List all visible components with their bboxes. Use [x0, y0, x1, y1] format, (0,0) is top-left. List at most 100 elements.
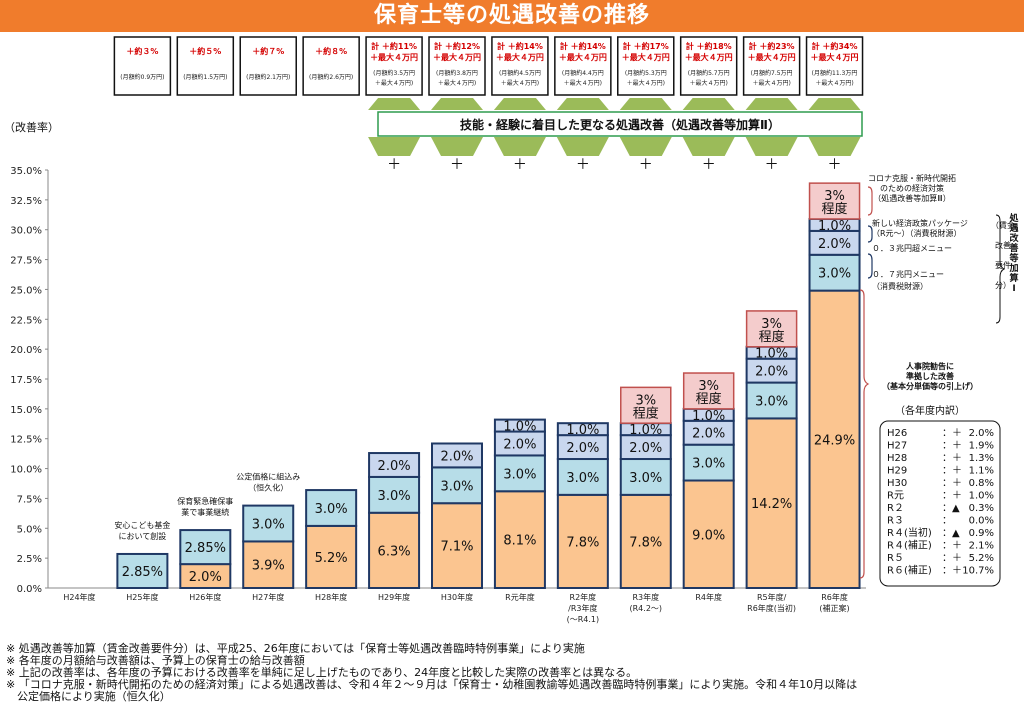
bracket [867, 253, 873, 279]
bar-segment-sublabel: 程度 [822, 201, 848, 217]
top-box-monthly-max: ＋最大４万円) [627, 79, 665, 87]
bar-annotation: 保育緊急確保事 [177, 496, 233, 506]
chevron-down [745, 137, 798, 156]
bar-segment [808, 182, 861, 220]
top-box-monthly-max: ＋最大４万円) [690, 79, 728, 87]
x-tick-label: R5年度/ [757, 592, 787, 602]
chevron-up [431, 98, 483, 110]
top-box-monthly: (月額約11.3万円 [812, 69, 858, 77]
top-box-max: ＋最大４万円 [622, 52, 670, 62]
top-box-total: ＋約３% [126, 46, 158, 56]
breakdown-value: 1.0% [969, 491, 994, 502]
menu-03-annotation: ０．３兆円超メニュー [872, 243, 952, 253]
bracket [867, 186, 873, 216]
breakdown-sign: ：＋ [942, 478, 962, 489]
breakdown-box [879, 420, 1001, 587]
breakdown-year: R６(補正) [887, 564, 932, 577]
new-package-annotation: 新しい経済政策パッケージ [872, 218, 968, 228]
chevron-up [556, 98, 609, 110]
bar-segment [745, 310, 798, 348]
bar-segment [431, 442, 483, 469]
chart-bars: 2.85% 2.0% 2.85% 3.9% 3.0% 5.2% 3.0% 6.3% 3.0% 2.… [114, 182, 861, 590]
footnote-4: ※ 「コロナ克服・新時代開拓のための経済対策」による処遇改善は、令和４年２～９月… [6, 678, 858, 691]
bar-segment-sublabel: 程度 [696, 391, 722, 407]
x-tick-label: H28年度 [315, 592, 347, 602]
bar-segment-label: 7.8% [566, 535, 599, 550]
breakdown-sign: ：▲ [942, 528, 960, 539]
vertical-sublabel: 分） [995, 281, 1011, 290]
bar-segment-label: 3.0% [629, 471, 662, 486]
top-box-total: 計 ＋約11% [371, 41, 417, 51]
breakdown-value: 2.1% [969, 541, 994, 552]
bar-segment [493, 490, 546, 589]
breakdown-value: 2.0% [969, 428, 994, 439]
x-tick-label: H25年度 [126, 592, 158, 602]
covid-annotation: （処遇改善等加算Ⅲ） [873, 193, 951, 203]
top-box [617, 36, 675, 96]
bar-segment-label: 2.0% [755, 365, 788, 380]
bar-segment [745, 381, 798, 420]
vertical-label: 善 [1009, 242, 1018, 254]
breakdown-sign: ：▲ [942, 503, 960, 514]
top-box-max: ＋最大４万円 [811, 52, 859, 62]
top-box-monthly: (月額約1.5万円) [183, 73, 227, 81]
breakdown-sign: ：＋ [942, 441, 962, 452]
y-tick-label: 12.5% [10, 435, 42, 446]
y-tick-label: 35.0% [10, 166, 42, 177]
bar-segment [682, 479, 735, 589]
y-tick-label: 27.5% [10, 256, 42, 267]
brace [995, 214, 1006, 324]
top-box [679, 36, 738, 96]
x-tick-label: R3年度 [632, 592, 659, 602]
top-box-monthly: (月額約0.9万円) [120, 73, 164, 81]
top-box-monthly-max: ＋最大４万円) [752, 79, 790, 87]
top-box [113, 36, 172, 96]
x-tick-sublabel: (補正案) [819, 603, 849, 613]
bar-segment-label: 3% [761, 317, 782, 332]
breakdown-value: 0.9% [969, 528, 994, 539]
breakdown-sign: ： [942, 516, 952, 527]
chevron-up [745, 98, 798, 110]
bar-segment [493, 418, 546, 433]
top-box-monthly-max: ＋最大４万円) [501, 79, 539, 87]
chevron-up [808, 98, 861, 110]
top-box-total: ＋約７% [252, 46, 284, 56]
vertical-sublabel: （賃金 [991, 220, 1015, 230]
footnote-1: ※ 処遇改善等加算（賃金改善要件分）は、平成25、26年度においては「保育士等処… [6, 642, 585, 655]
bar-segment-label: 5.2% [315, 551, 348, 566]
top-box-monthly: (月額約5.7万円 [688, 69, 730, 77]
bar-annotation: 公定価格に組込み [236, 472, 300, 482]
bar-segment [556, 422, 609, 437]
bar-segment-label: 1.0% [818, 219, 851, 234]
y-tick-label: 20.0% [10, 345, 42, 356]
vertical-label: 加 [1008, 262, 1018, 274]
breakdown-sign: ：＋ [942, 491, 962, 502]
plus-sign: ＋ [513, 157, 527, 173]
breakdown-value: 0.8% [969, 478, 994, 489]
bar-segment [682, 443, 735, 482]
bar-segment-label: 8.1% [503, 534, 536, 549]
breakdown-sign: ：＋ [942, 553, 962, 564]
top-box-max: ＋最大４万円 [370, 52, 418, 62]
bar-segment [368, 511, 421, 590]
top-box-total: ＋約８% [315, 46, 347, 56]
vertical-label: 算 [1009, 272, 1018, 284]
bar-segment [619, 458, 672, 496]
bar-segment-sublabel: 程度 [759, 329, 785, 345]
vertical-sublabel: 改善 [995, 240, 1011, 250]
vertical-label: 処 [1008, 212, 1019, 224]
chevron-down [493, 137, 546, 156]
y-tick-label: 2.5% [17, 554, 42, 565]
top-box [176, 36, 235, 96]
bar-segment-label: 2.0% [503, 437, 536, 452]
breakdown-year: R２ [887, 503, 904, 514]
brace [859, 289, 870, 579]
x-tick-label: R6年度 [821, 592, 848, 602]
y-tick-label: 25.0% [10, 285, 42, 296]
x-tick-sublabel: /R3年度 [568, 603, 597, 613]
breakdown-year: R４(当初) [887, 526, 932, 539]
bar-segment-label: 1.0% [566, 423, 599, 438]
top-box-monthly-max: ＋最大４万円) [815, 79, 853, 87]
top-box-monthly: (月額約2.1万円) [246, 73, 290, 81]
